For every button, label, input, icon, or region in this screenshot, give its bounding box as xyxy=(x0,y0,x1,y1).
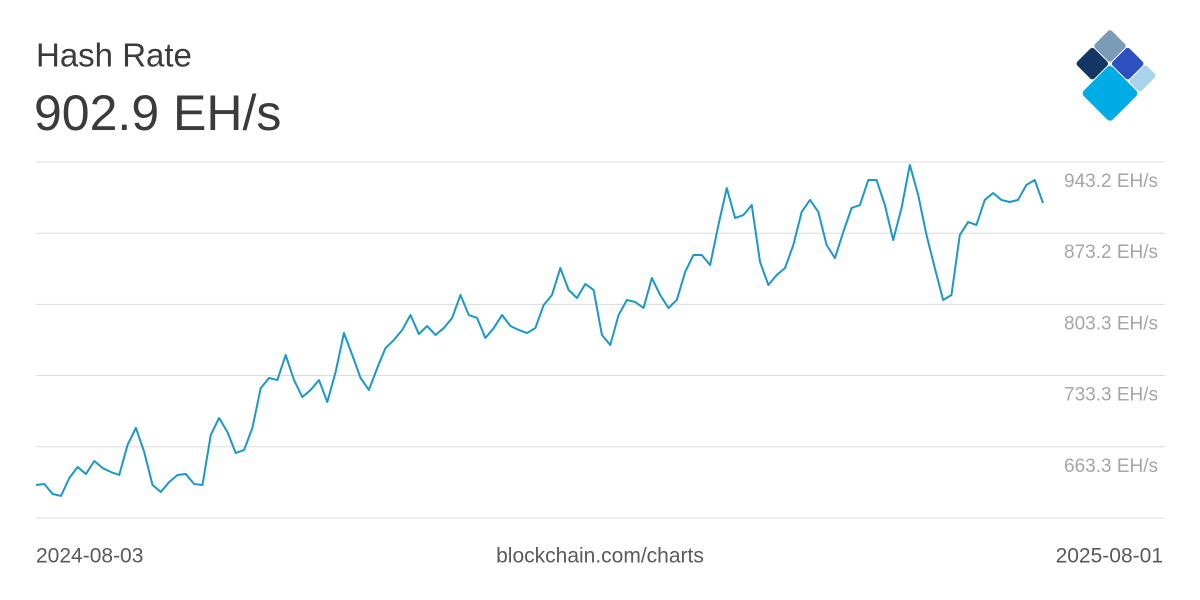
source-label: blockchain.com/charts xyxy=(496,545,704,568)
y-tick-label: 663.3 EH/s xyxy=(1064,456,1158,477)
logo xyxy=(1076,30,1156,121)
x-end-label: 2025-08-01 xyxy=(1056,545,1163,568)
data-line xyxy=(35,163,1044,497)
x-start-label: 2024-08-03 xyxy=(36,545,143,568)
y-tick-label: 943.2 EH/s xyxy=(1064,171,1158,192)
logo-tile xyxy=(1111,47,1144,80)
logo-tile xyxy=(1076,47,1109,80)
chart-title: Hash Rate xyxy=(36,37,192,74)
y-tick-label: 733.3 EH/s xyxy=(1064,385,1158,406)
y-tick-label: 873.2 EH/s xyxy=(1064,242,1158,263)
headline-value: 902.9 EH/s xyxy=(34,85,281,141)
logo-tile xyxy=(1094,30,1126,62)
y-tick-label: 803.3 EH/s xyxy=(1064,313,1158,334)
logo-tile xyxy=(1129,65,1156,92)
logo-tile xyxy=(1082,66,1138,121)
